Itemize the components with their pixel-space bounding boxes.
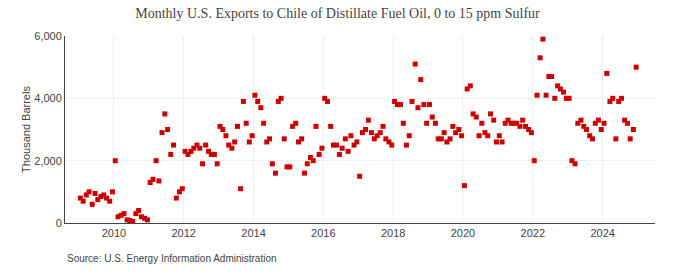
svg-text:2022: 2022 <box>521 227 545 239</box>
svg-text:6,000: 6,000 <box>34 30 62 42</box>
svg-text:2012: 2012 <box>171 227 195 239</box>
svg-text:2024: 2024 <box>590 227 614 239</box>
svg-text:4,000: 4,000 <box>34 92 62 104</box>
svg-text:2018: 2018 <box>381 227 405 239</box>
svg-text:2014: 2014 <box>241 227 265 239</box>
svg-text:2,000: 2,000 <box>34 155 62 167</box>
svg-text:0: 0 <box>56 217 62 229</box>
svg-text:2016: 2016 <box>311 227 335 239</box>
svg-text:2010: 2010 <box>102 227 126 239</box>
svg-text:Monthly U.S. Exports to Chile: Monthly U.S. Exports to Chile of Distill… <box>135 6 540 21</box>
svg-text:Source: U.S. Energy Informatio: Source: U.S. Energy Information Administ… <box>67 253 277 264</box>
svg-text:Thousand Barrels: Thousand Barrels <box>20 86 32 173</box>
svg-text:2020: 2020 <box>451 227 475 239</box>
